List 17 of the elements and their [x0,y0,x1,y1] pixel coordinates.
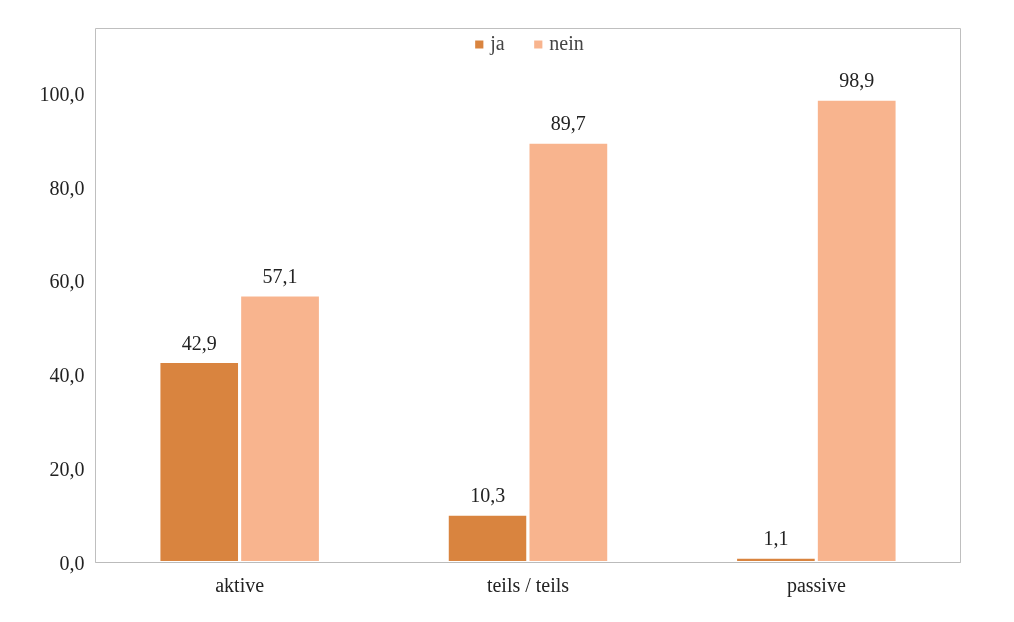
data-label: 89,7 [550,112,586,135]
data-label: 98,9 [839,69,875,92]
y-tick-label: 80,0 [49,176,85,199]
data-label: 1,1 [763,527,789,550]
y-tick-label: 40,0 [49,364,85,387]
y-tick-label: 100,0 [39,83,85,106]
y-tick-label: 0,0 [59,551,85,574]
data-label: 57,1 [262,265,298,288]
data-label: 10,3 [470,484,506,507]
legend-label: nein [549,32,584,55]
x-tick-label: aktive [215,573,265,596]
x-tick-label: teils / teils [486,573,570,596]
legend-label: ja [490,32,506,55]
y-tick-label: 20,0 [49,457,85,480]
x-tick-label: passive [786,573,846,597]
data-label: 42,9 [181,331,217,354]
y-tick-label: 60,0 [49,270,85,293]
